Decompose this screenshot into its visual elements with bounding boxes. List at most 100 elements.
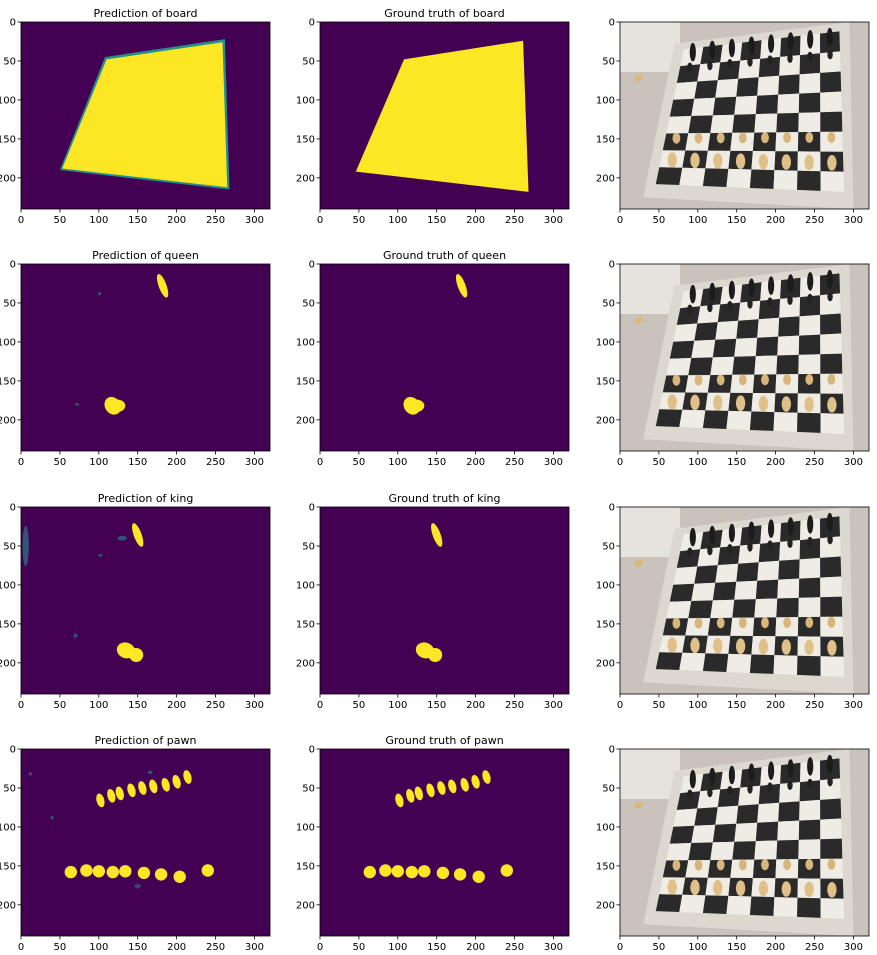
panel-title: Ground truth of pawn <box>385 734 503 747</box>
x-tick-label: 50 <box>54 457 67 468</box>
axes-frame <box>20 263 271 452</box>
white-pawn <box>761 132 769 144</box>
dark-square <box>820 798 842 820</box>
pawn-mask-blob <box>453 868 467 881</box>
light-square <box>734 580 758 600</box>
pawn-mask-blob <box>460 777 469 792</box>
light-square <box>798 839 821 860</box>
light-square <box>820 51 841 73</box>
x-tick-label: 200 <box>766 700 785 711</box>
white-pawn <box>827 373 836 385</box>
y-tick-label: 100 <box>0 580 16 591</box>
black-pawn <box>827 535 833 545</box>
dark-square <box>797 897 821 918</box>
y-tick-label: 0 <box>309 260 315 271</box>
x-tick-label: 50 <box>54 215 67 226</box>
dark-square <box>797 412 821 433</box>
white-piece <box>781 881 791 897</box>
light-square <box>799 799 821 821</box>
queen-mask-blob <box>408 399 425 412</box>
x-tick-label: 50 <box>353 942 366 953</box>
white-pawn <box>761 859 769 871</box>
pawn-mask-blob <box>500 864 513 877</box>
y-tick-label: 50 <box>3 298 16 309</box>
pawn-mask-blob <box>201 864 214 877</box>
pawn-mask-blob <box>115 786 124 801</box>
dark-square <box>732 114 756 133</box>
x-tick-label: 0 <box>18 700 24 711</box>
noise-speck <box>74 402 80 406</box>
panel-title: Prediction of pawn <box>95 734 197 747</box>
dark-square <box>778 74 800 95</box>
y-tick-label: 100 <box>296 580 315 591</box>
y-tick-label: 150 <box>0 861 16 872</box>
light-square <box>679 652 706 671</box>
y-tick-label: 50 <box>602 783 615 794</box>
light-square <box>754 840 778 860</box>
light-square <box>691 97 716 116</box>
black-pawn <box>787 538 793 548</box>
x-tick-label: 300 <box>544 457 563 468</box>
x-tick-label: 200 <box>466 700 485 711</box>
x-tick-label: 150 <box>128 942 147 953</box>
x-tick-label: 250 <box>505 457 524 468</box>
y-tick-label: 0 <box>10 503 16 514</box>
white-pawn <box>827 616 836 628</box>
black-pawn <box>707 787 713 798</box>
light-square <box>726 168 752 188</box>
x-tick-label: 100 <box>89 457 108 468</box>
light-square <box>715 805 739 825</box>
x-tick-label: 150 <box>427 700 446 711</box>
dark-square <box>799 53 821 75</box>
noise-speck <box>134 883 141 889</box>
pawn-mask-blob <box>426 783 435 798</box>
white-piece <box>827 640 837 656</box>
pawn-mask-blob <box>406 788 415 803</box>
dark-square <box>798 92 821 113</box>
light-square <box>798 597 821 618</box>
white-pawn <box>783 617 791 629</box>
x-tick-label: 250 <box>805 457 824 468</box>
dark-square <box>776 354 799 375</box>
x-tick-label: 200 <box>766 942 785 953</box>
white-piece <box>667 637 677 653</box>
queen-mask-blob <box>455 273 468 298</box>
white-piece <box>690 637 700 654</box>
dark-square <box>798 577 821 598</box>
y-tick-label: 200 <box>0 415 16 426</box>
x-tick-label: 300 <box>544 215 563 226</box>
black-piece <box>768 276 775 296</box>
white-pawn <box>672 617 681 629</box>
y-tick-label: 50 <box>602 298 615 309</box>
light-square <box>726 895 752 915</box>
dark-square <box>820 313 842 335</box>
pawn-mask-blob <box>107 788 116 803</box>
y-tick-label: 50 <box>302 541 315 552</box>
white-pawn <box>761 617 769 629</box>
cloth <box>620 264 680 314</box>
y-tick-label: 150 <box>0 376 16 387</box>
panel-king-prediction: 0 50 100 150 200 250 300 0 50 100 150 200 Prediction… <box>0 492 271 711</box>
black-pawn <box>727 301 733 311</box>
dark-square <box>676 64 701 83</box>
y-tick-label: 100 <box>596 337 615 348</box>
black-piece <box>689 42 696 62</box>
dark-square <box>655 652 683 670</box>
y-tick-label: 0 <box>609 260 615 271</box>
x-tick-label: 200 <box>167 457 186 468</box>
pawn-mask-blob <box>448 779 457 794</box>
dark-square <box>732 356 756 375</box>
light-square <box>754 113 778 133</box>
light-square <box>777 578 800 599</box>
king-mask-blob <box>428 648 443 662</box>
y-tick-label: 200 <box>0 173 16 184</box>
panel-queen-ground-truth: 0 50 100 150 200 250 300 0 50 100 150 200 Ground tru… <box>296 249 570 468</box>
y-tick-label: 100 <box>296 822 315 833</box>
dark-square <box>736 562 759 582</box>
panel-board-photo: 0 50 100 150 200 250 300 0 50 100 150 200 <box>596 18 870 226</box>
y-tick-label: 150 <box>0 619 16 630</box>
dark-square <box>820 71 842 93</box>
dark-square <box>778 559 800 580</box>
white-pawn <box>738 859 747 871</box>
